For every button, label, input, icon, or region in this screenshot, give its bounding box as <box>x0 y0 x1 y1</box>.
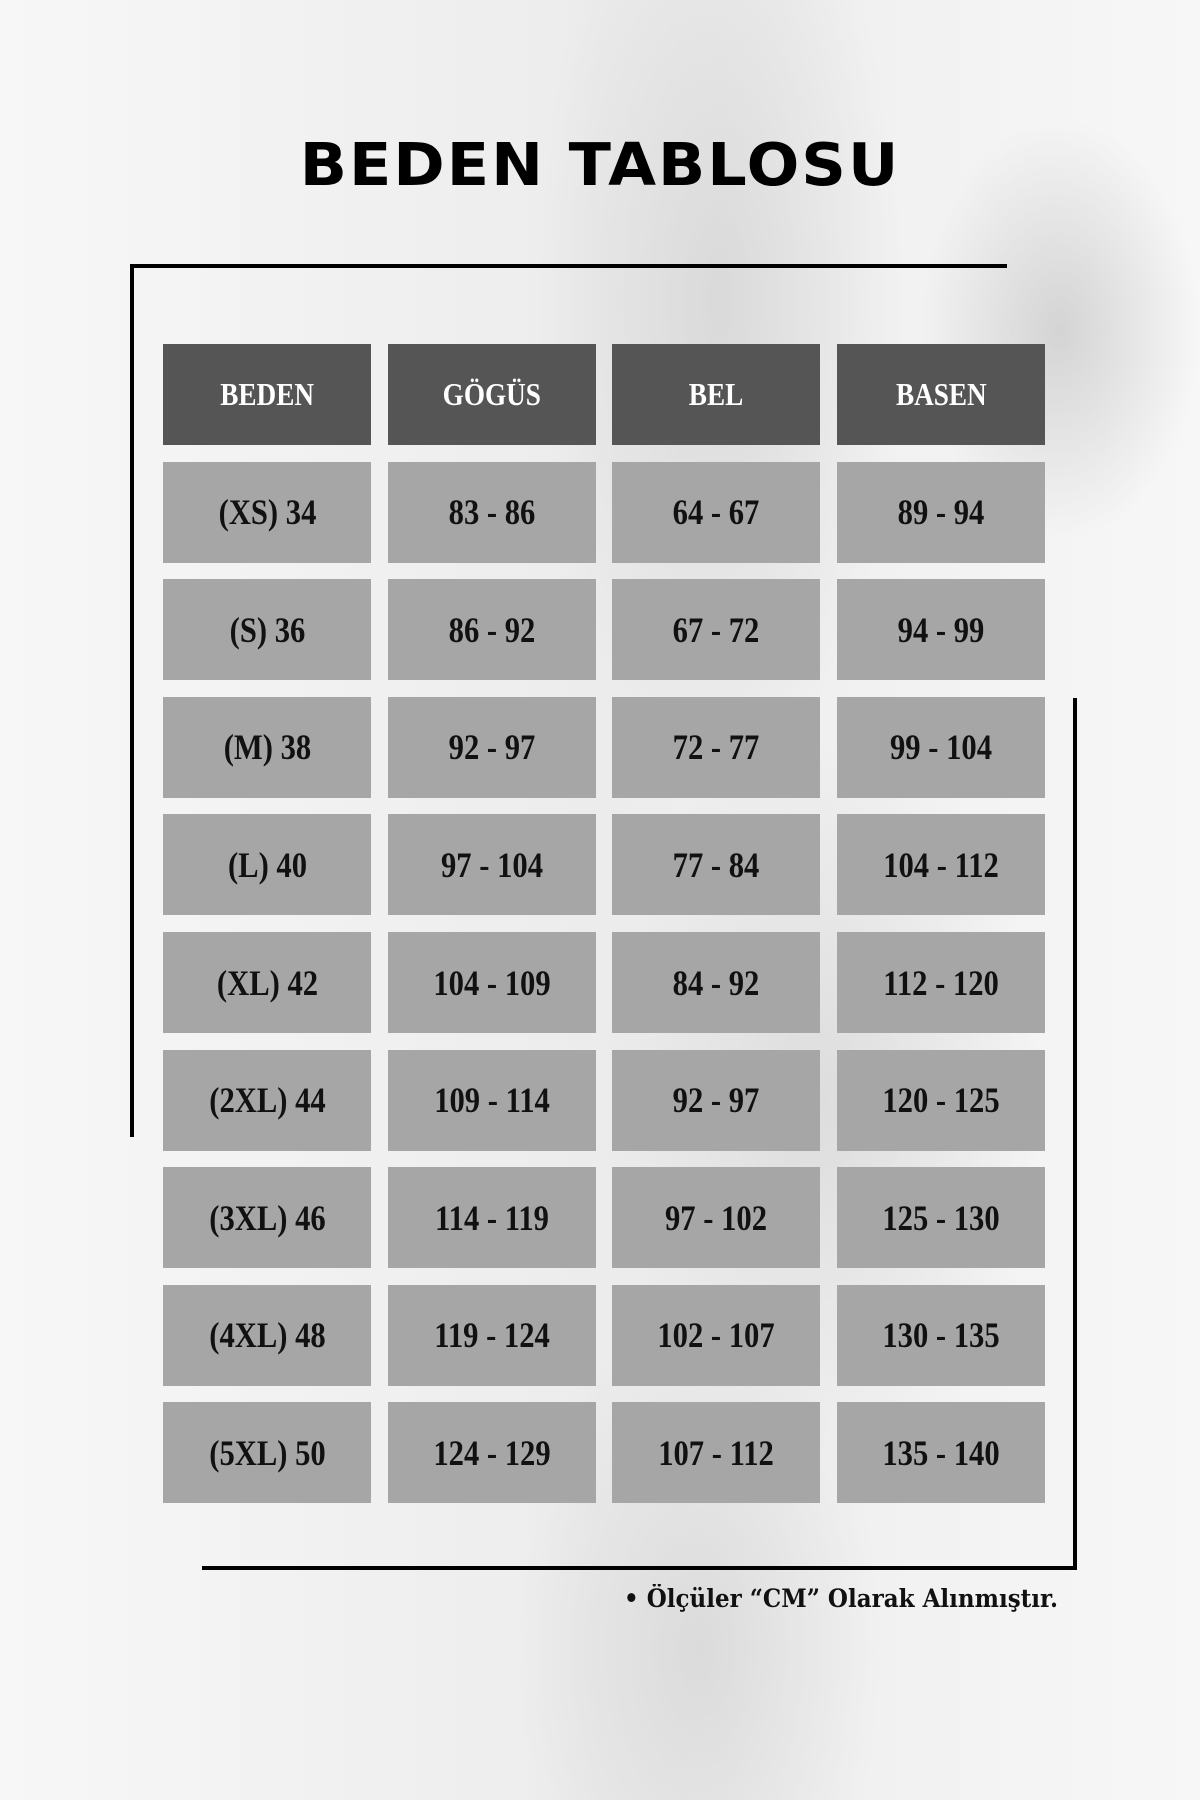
table-cell: 72 - 77 <box>612 696 820 798</box>
table-cell: 104 - 109 <box>388 932 596 1033</box>
table-cell: 86 - 92 <box>388 579 596 681</box>
table-cell: (XS) 34 <box>163 461 371 563</box>
table-cell-text: 86 - 92 <box>448 609 536 650</box>
table-cell: 64 - 67 <box>612 461 820 563</box>
frame-left-line <box>130 264 134 1137</box>
table-cell-text: 114 - 119 <box>435 1197 549 1238</box>
table-cell-text: 99 - 104 <box>890 727 992 768</box>
table-cell-text: 112 - 120 <box>883 962 999 1003</box>
table-cell-text: 97 - 104 <box>441 844 543 885</box>
header-cell: BEL <box>612 344 820 445</box>
header-cell: BEDEN <box>163 344 371 445</box>
table-cell: 135 - 140 <box>837 1402 1045 1504</box>
table-cell-text: (3XL) 46 <box>208 1197 326 1238</box>
table-cell: 97 - 102 <box>612 1167 820 1269</box>
table-cell-text: 109 - 114 <box>434 1080 550 1121</box>
table-cell: (5XL) 50 <box>163 1402 371 1504</box>
table-cell-text: 102 - 107 <box>657 1315 775 1356</box>
header-cell: BASEN <box>837 344 1045 445</box>
table-cell-text: 104 - 112 <box>883 844 999 885</box>
table-cell: 89 - 94 <box>837 461 1045 563</box>
table-cell: 130 - 135 <box>837 1284 1045 1386</box>
table-cell-text: 64 - 67 <box>672 492 760 533</box>
header-cell-text: GÖGÜS <box>442 376 542 412</box>
table-cell-text: 135 - 140 <box>882 1432 1000 1473</box>
table-cell: 107 - 112 <box>612 1402 820 1504</box>
table-cell: 119 - 124 <box>388 1284 596 1386</box>
frame-top-line <box>133 264 1007 268</box>
table-cell-text: 77 - 84 <box>672 844 760 885</box>
table-cell: (M) 38 <box>163 696 371 798</box>
table-cell: (S) 36 <box>163 579 371 681</box>
table-cell: (L) 40 <box>163 814 371 916</box>
table-cell-text: 83 - 86 <box>448 492 536 533</box>
table-cell: 99 - 104 <box>837 696 1045 798</box>
table-cell-text: (4XL) 48 <box>208 1315 326 1356</box>
header-cell: GÖGÜS <box>388 344 596 445</box>
table-cell: (3XL) 46 <box>163 1167 371 1269</box>
table-cell: 112 - 120 <box>837 932 1045 1033</box>
table-cell-text: 124 - 129 <box>433 1432 551 1473</box>
table-cell: (2XL) 44 <box>163 1049 371 1151</box>
table-cell: (4XL) 48 <box>163 1284 371 1386</box>
table-cell: 94 - 99 <box>837 579 1045 681</box>
table-cell-text: 104 - 109 <box>433 962 551 1003</box>
table-cell: 83 - 86 <box>388 461 596 563</box>
table-cell-text: 84 - 92 <box>672 962 760 1003</box>
table-cell: 120 - 125 <box>837 1049 1045 1151</box>
table-cell: 92 - 97 <box>612 1049 820 1151</box>
table-cell-text: 125 - 130 <box>882 1197 1000 1238</box>
table-cell-text: 119 - 124 <box>434 1315 550 1356</box>
table-cell-text: 72 - 77 <box>672 727 760 768</box>
table-cell-text: (5XL) 50 <box>208 1432 326 1473</box>
table-cell-text: 130 - 135 <box>882 1315 1000 1356</box>
table-cell-text: 89 - 94 <box>897 492 985 533</box>
header-cell-text: BASEN <box>895 376 987 412</box>
table-cell-text: 94 - 99 <box>897 609 985 650</box>
table-cell-text: (S) 36 <box>229 609 305 650</box>
table-cell-text: 120 - 125 <box>882 1080 1000 1121</box>
table-cell: 114 - 119 <box>388 1167 596 1269</box>
table-cell: 125 - 130 <box>837 1167 1045 1269</box>
table-cell: (XL) 42 <box>163 932 371 1033</box>
header-cell-text: BEDEN <box>220 376 314 412</box>
table-cell: 84 - 92 <box>612 932 820 1033</box>
table-cell-text: (XL) 42 <box>216 962 318 1003</box>
table-cell-text: 107 - 112 <box>658 1432 774 1473</box>
table-cell: 102 - 107 <box>612 1284 820 1386</box>
header-cell-text: BEL <box>688 376 744 412</box>
table-cell: 92 - 97 <box>388 696 596 798</box>
table-cell-text: 67 - 72 <box>672 609 760 650</box>
table-cell: 109 - 114 <box>388 1049 596 1151</box>
table-cell-text: 97 - 102 <box>665 1197 767 1238</box>
table-cell-text: 92 - 97 <box>672 1080 760 1121</box>
table-cell: 124 - 129 <box>388 1402 596 1504</box>
table-cell-text: (2XL) 44 <box>208 1080 326 1121</box>
table-cell: 104 - 112 <box>837 814 1045 916</box>
table-cell: 77 - 84 <box>612 814 820 916</box>
frame-bottom-line <box>202 1566 1077 1570</box>
page-title: BEDEN TABLOSU <box>299 129 901 200</box>
table-cell-text: (L) 40 <box>227 844 307 885</box>
table-cell: 97 - 104 <box>388 814 596 916</box>
table-cell-text: (M) 38 <box>223 727 311 768</box>
table-cell-text: 92 - 97 <box>448 727 536 768</box>
table-cell-text: (XS) 34 <box>218 492 316 533</box>
frame-right-line <box>1073 698 1077 1570</box>
measurement-note: • Ölçüler “CM” Olarak Alınmıştır. <box>624 1584 1059 1613</box>
table-cell: 67 - 72 <box>612 579 820 681</box>
